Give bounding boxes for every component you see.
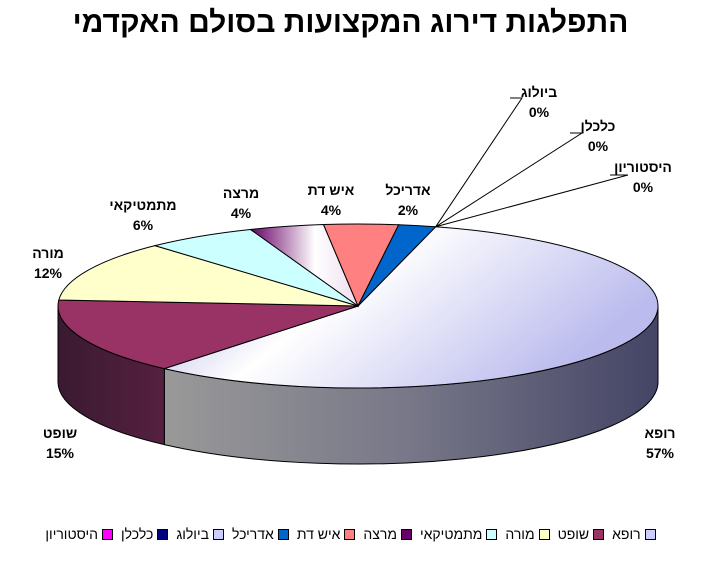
pie-slice-1 (57, 299, 359, 370)
legend-label: כלכלן (121, 526, 154, 542)
legend-label: מתמטיקאי (420, 526, 483, 542)
legend-swatch (344, 528, 356, 540)
slice-label-0: רופא 57% (645, 425, 676, 461)
legend-swatch (277, 528, 289, 540)
slice-label-2: מורה 12% (32, 245, 64, 281)
slice-value-8: 0% (588, 138, 609, 154)
legend-swatch (212, 528, 224, 540)
legend-label: מורה (505, 526, 535, 542)
slice-value-1: 15% (46, 445, 75, 461)
legend: רופא שופט מורה מתמטיקאי מרצה איש דת אדריכל ביול… (0, 526, 701, 542)
slice-name-4: מרצה (223, 185, 259, 201)
legend-item: איש דת (297, 526, 356, 542)
leader-lines (435, 97, 629, 228)
pie-slice-0 (162, 226, 659, 389)
slice-label-6: אדריכל 2% (385, 182, 431, 218)
slice-name-2: מורה (32, 245, 64, 261)
leader-line-7 (435, 97, 523, 228)
slice-label-3: מתמטיקאי 6% (109, 197, 176, 233)
slice-value-3: 6% (133, 217, 154, 233)
slice-name-5: איש דת (308, 182, 355, 198)
pie-slice-2 (58, 245, 359, 307)
legend-label: מרצה (363, 526, 397, 542)
legend-item: מורה (505, 526, 550, 542)
legend-swatch (538, 528, 550, 540)
legend-swatch (102, 528, 113, 540)
legend-item: מתמטיקאי (420, 526, 498, 542)
slice-name-9: היסטוריון (614, 159, 672, 175)
legend-swatch (486, 528, 498, 540)
legend-item: רופא (612, 526, 656, 542)
slice-labels: רופא 57%שופט 15%מורה 12%מתמטיקאי 6%מרצה 4%איש… (32, 84, 675, 461)
slice-label-1: שופט 15% (43, 425, 77, 461)
slice-label-8: כלכלן 0% (581, 118, 616, 154)
slice-value-6: 2% (398, 202, 419, 218)
legend-item: כלכלן (121, 526, 169, 542)
legend-item: היסטוריון (45, 526, 113, 542)
slice-value-4: 4% (231, 205, 252, 221)
legend-swatch (644, 528, 656, 540)
slice-value-7: 0% (529, 104, 550, 120)
legend-item: שופט (558, 526, 605, 542)
pie-slices (57, 223, 659, 389)
legend-label: איש דת (296, 526, 341, 542)
slice-value-2: 12% (34, 265, 63, 281)
slice-label-5: איש דת 4% (308, 182, 355, 218)
slice-name-1: שופט (43, 425, 77, 441)
slice-name-3: מתמטיקאי (109, 197, 176, 213)
chart-title: התפלגות דירוג המקצועות בסולם האקדמי (72, 6, 629, 39)
slice-value-0: 57% (646, 445, 675, 461)
legend-swatch (401, 528, 412, 540)
slice-value-9: 0% (633, 179, 654, 195)
slice-label-9: היסטוריון 0% (614, 159, 672, 195)
legend-label: ביולוג (176, 526, 209, 542)
slice-name-0: רופא (645, 425, 676, 441)
legend-item: ביולוג (176, 526, 224, 542)
legend-swatch (593, 528, 605, 540)
slice-name-8: כלכלן (581, 118, 616, 134)
slice-label-7: ביולוג 0% (521, 84, 557, 120)
leader-line-9 (435, 174, 629, 228)
slice-value-5: 4% (321, 202, 342, 218)
legend-item: מרצה (363, 526, 412, 542)
pie-slice-6 (357, 224, 437, 307)
legend-label: רופא (612, 526, 641, 542)
slice-label-4: מרצה 4% (223, 185, 259, 221)
legend-label: שופט (557, 526, 590, 542)
legend-label: היסטוריון (45, 526, 98, 542)
slice-name-7: ביולוג (521, 84, 557, 100)
leader-line-8 (435, 132, 584, 228)
slice-name-6: אדריכל (385, 182, 431, 198)
legend-item: אדריכל (232, 526, 289, 542)
legend-swatch (157, 528, 169, 540)
legend-label: אדריכל (231, 526, 274, 542)
